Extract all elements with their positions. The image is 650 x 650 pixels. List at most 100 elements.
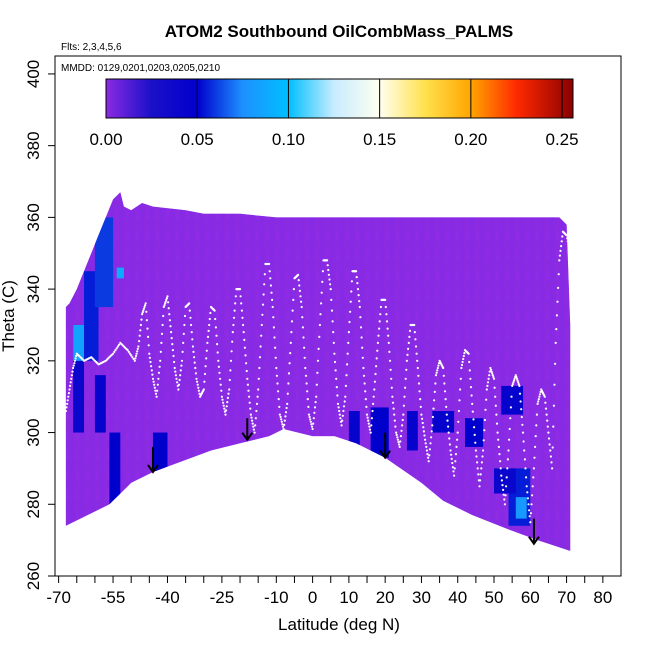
track-point bbox=[70, 374, 73, 377]
track-point bbox=[182, 332, 185, 335]
x-tick-label: 10 bbox=[339, 588, 358, 607]
track-point bbox=[372, 402, 375, 405]
track-point bbox=[499, 460, 502, 463]
track-point bbox=[485, 388, 488, 391]
track-point bbox=[315, 383, 318, 386]
track-point bbox=[177, 383, 181, 386]
x-tick-label: 40 bbox=[448, 588, 467, 607]
track-point bbox=[306, 398, 309, 401]
track-point bbox=[219, 377, 222, 380]
track-point bbox=[508, 427, 511, 431]
track-point bbox=[388, 350, 391, 353]
x-axis-title: Latitude (deg N) bbox=[278, 615, 400, 634]
track-point bbox=[507, 449, 510, 452]
track-point bbox=[367, 422, 370, 425]
track-point bbox=[204, 365, 207, 368]
track-point bbox=[475, 455, 478, 458]
track-point bbox=[169, 325, 172, 328]
track-point bbox=[254, 417, 257, 420]
heatmap-cell bbox=[464, 418, 484, 447]
track-point bbox=[502, 493, 505, 496]
track-point bbox=[130, 354, 133, 357]
track-point bbox=[467, 352, 470, 355]
track-point bbox=[336, 394, 339, 397]
track-point bbox=[522, 440, 525, 443]
track-point bbox=[68, 388, 71, 391]
track-point bbox=[215, 334, 218, 337]
track-point bbox=[194, 372, 197, 375]
track-point bbox=[520, 408, 523, 411]
track-point bbox=[388, 359, 392, 362]
track-point bbox=[330, 298, 333, 301]
track-point bbox=[231, 331, 234, 334]
track-point bbox=[263, 273, 266, 276]
track-point bbox=[179, 369, 182, 372]
track-point bbox=[385, 320, 389, 323]
track-point bbox=[390, 377, 393, 380]
track-point bbox=[527, 503, 530, 506]
track-point bbox=[190, 323, 193, 327]
track-point bbox=[270, 291, 273, 294]
track-point bbox=[305, 382, 308, 385]
track-point bbox=[175, 377, 178, 380]
track-point bbox=[286, 392, 289, 395]
track-point bbox=[524, 467, 527, 470]
track-point bbox=[342, 405, 346, 408]
track-point bbox=[348, 320, 351, 324]
track-point bbox=[442, 374, 445, 377]
down-arrow bbox=[528, 518, 540, 546]
track-point bbox=[556, 300, 559, 303]
track-point bbox=[363, 382, 366, 385]
track-point bbox=[433, 390, 436, 393]
track-point bbox=[368, 428, 372, 431]
colorbar-tick-label: 0.20 bbox=[454, 130, 487, 149]
track-point bbox=[341, 419, 344, 422]
track-point bbox=[518, 392, 522, 395]
track-point bbox=[377, 334, 380, 337]
track-point bbox=[220, 395, 223, 398]
track-point bbox=[549, 449, 552, 452]
track-point bbox=[327, 273, 330, 276]
track-point bbox=[66, 402, 69, 405]
track-point bbox=[172, 354, 175, 358]
track-point bbox=[398, 443, 401, 446]
track-point bbox=[514, 374, 517, 377]
track-point bbox=[437, 364, 440, 367]
track-point bbox=[74, 357, 77, 360]
track-point bbox=[479, 479, 482, 482]
track-point bbox=[338, 413, 341, 416]
track-point bbox=[451, 466, 454, 469]
track-point bbox=[486, 384, 489, 387]
track-point bbox=[143, 305, 146, 309]
track-point bbox=[233, 309, 236, 312]
heatmap-layer bbox=[65, 192, 571, 551]
track-point bbox=[147, 335, 150, 338]
track-point bbox=[254, 424, 257, 427]
track-point bbox=[303, 356, 306, 359]
track-point bbox=[166, 295, 169, 298]
track-point bbox=[422, 426, 425, 429]
track-point bbox=[501, 484, 504, 487]
track-point bbox=[286, 402, 289, 405]
track-point bbox=[355, 270, 358, 273]
track-point bbox=[373, 380, 376, 383]
track-point bbox=[506, 458, 509, 461]
heatmap-cell bbox=[348, 411, 360, 447]
track-point bbox=[484, 408, 487, 411]
track-point bbox=[180, 359, 184, 362]
track-point bbox=[482, 439, 485, 442]
track-point bbox=[417, 374, 420, 377]
track-point bbox=[543, 395, 546, 398]
track-point bbox=[473, 433, 476, 436]
track-point bbox=[450, 457, 453, 460]
track-point bbox=[419, 405, 422, 408]
track-point bbox=[402, 404, 405, 407]
colorbar: 0.00 0.05 0.10 0.15 0.20 0.25 bbox=[89, 78, 579, 149]
heatmap-cell bbox=[73, 324, 85, 433]
track-point bbox=[195, 377, 198, 380]
track-point bbox=[165, 298, 168, 301]
track-point bbox=[362, 366, 365, 370]
track-point bbox=[188, 302, 191, 305]
track-point bbox=[158, 365, 161, 368]
track-point bbox=[408, 329, 412, 332]
